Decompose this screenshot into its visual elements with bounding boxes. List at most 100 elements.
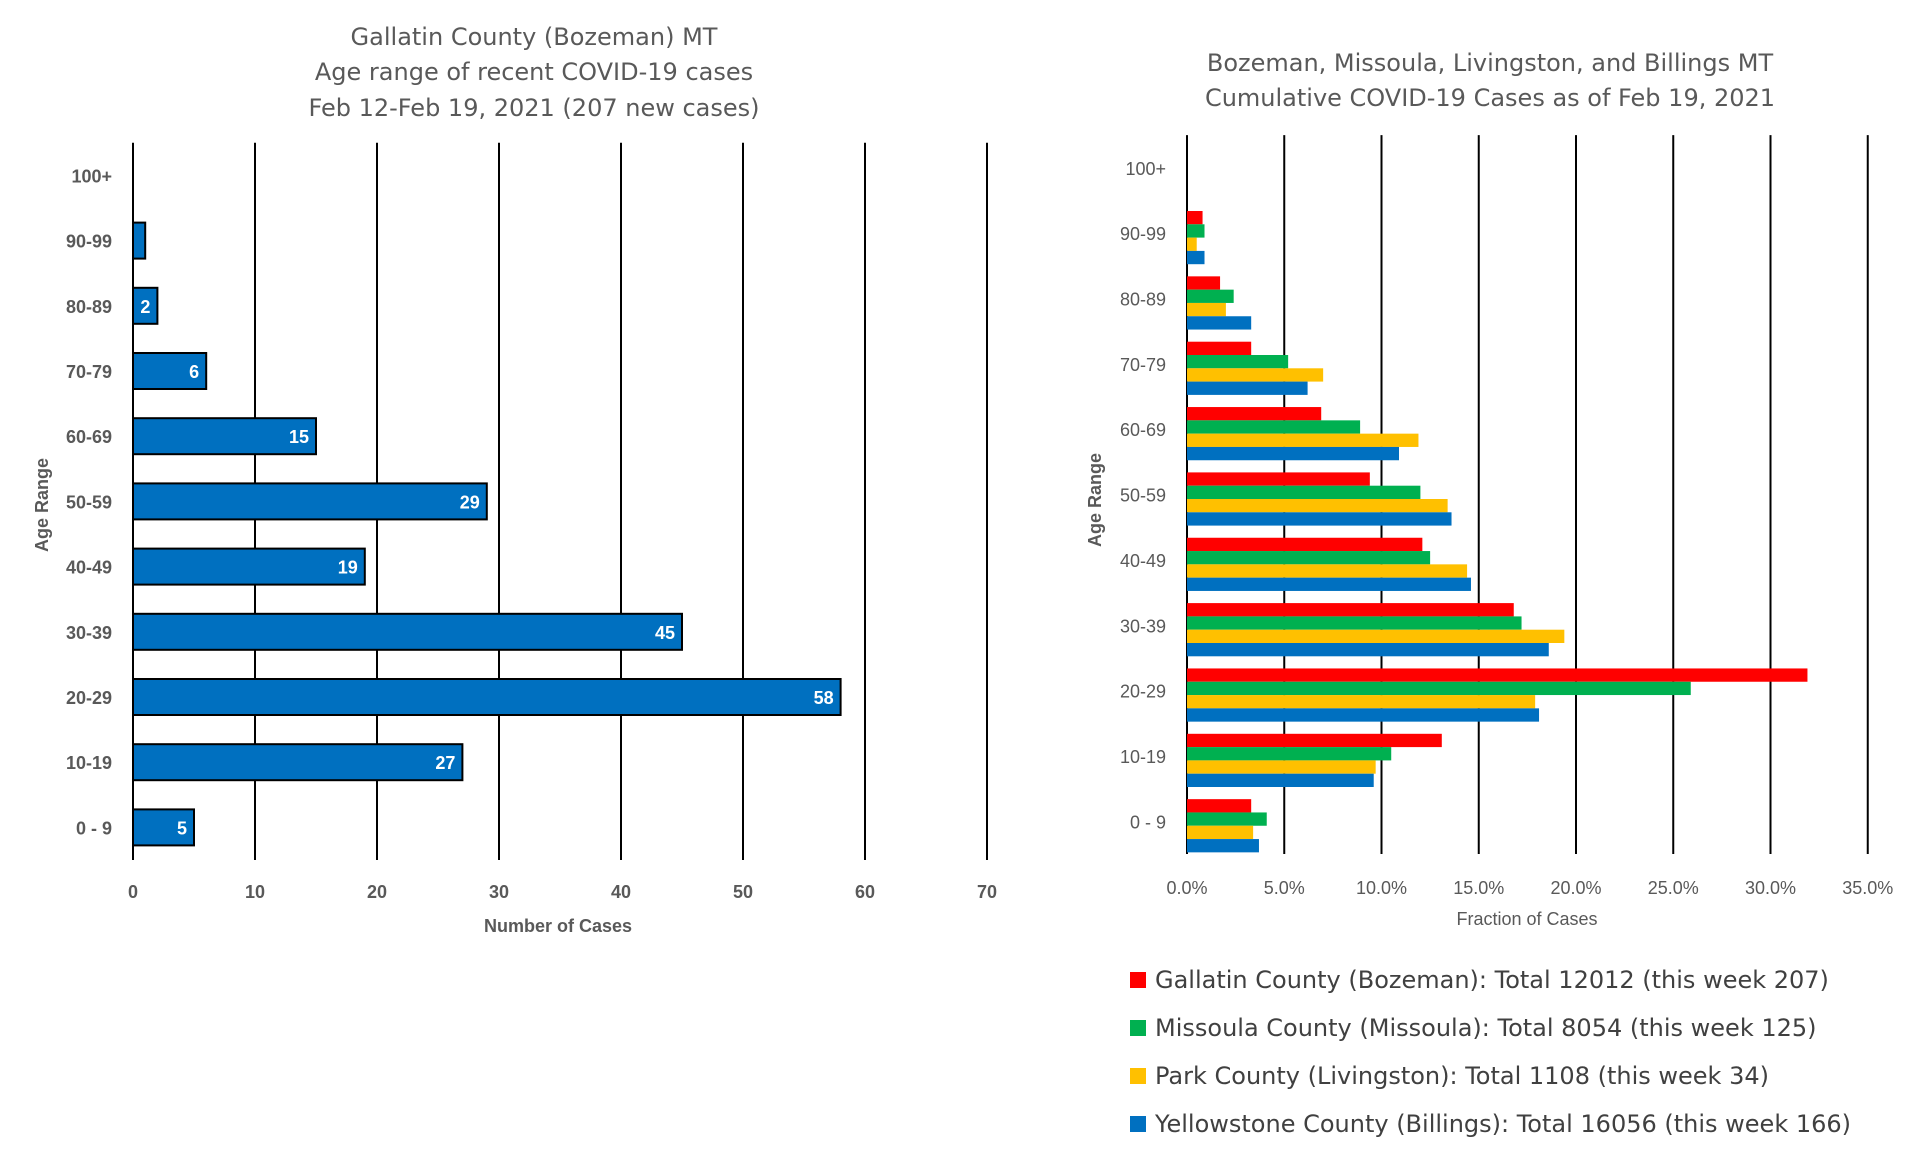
- chart-title-line-2: Cumulative COVID-19 Cases as of Feb 19, …: [1205, 84, 1775, 112]
- y-tick-label: 30-39: [1120, 616, 1166, 636]
- bar-series-4-90-99: [1187, 250, 1205, 265]
- y-tick-label: 70-79: [1120, 355, 1166, 375]
- y-tick-label: 70-79: [66, 362, 112, 382]
- bar-series-2-70-79: [1187, 355, 1289, 369]
- y-tick-label: 10-19: [1120, 747, 1166, 767]
- bar-series-3-70-79: [1187, 368, 1324, 382]
- y-tick-label: 30-39: [66, 623, 112, 643]
- y-tick-label: 10-19: [66, 753, 112, 773]
- y-tick-label: 40-49: [66, 558, 112, 578]
- bar-series-3-80-89: [1187, 302, 1226, 317]
- y-tick-label: 50-59: [1120, 486, 1166, 506]
- x-tick-label: 40: [611, 882, 631, 902]
- y-axis-title: Age Range: [32, 458, 52, 552]
- x-tick-label: 20: [367, 882, 387, 902]
- y-tick-label: 80-89: [1120, 290, 1166, 310]
- y-tick-label: 100+: [71, 166, 112, 186]
- x-axis-title: Fraction of Cases: [1456, 909, 1597, 929]
- data-label: 29: [460, 492, 480, 512]
- legend: Gallatin County (Bozeman): Total 12012 (…: [1130, 956, 1851, 1148]
- legend-label: Gallatin County (Bozeman): Total 12012 (…: [1155, 966, 1829, 994]
- bar-50-59: [132, 482, 488, 521]
- x-tick-label: 10: [245, 882, 265, 902]
- bar-series-1-80-89: [1187, 276, 1221, 290]
- data-label: 58: [814, 688, 834, 708]
- x-tick-label: 30: [489, 882, 509, 902]
- bar-series-1-20-29: [1187, 668, 1808, 682]
- legend-item-park: Park County (Livingston): Total 1108 (th…: [1130, 1052, 1851, 1100]
- bar-0-9: [132, 808, 195, 847]
- bar-series-4-30-39: [1187, 643, 1549, 657]
- legend-swatch: [1130, 1116, 1146, 1132]
- bar-10-19: [132, 743, 464, 782]
- y-tick-label: 90-99: [1120, 224, 1166, 244]
- x-tick-label: 60: [855, 882, 875, 902]
- bar-series-4-20-29: [1187, 708, 1540, 722]
- bar-series-2-80-89: [1187, 289, 1234, 303]
- bar-series-4-10-19: [1187, 773, 1374, 787]
- bar-series-4-80-89: [1187, 316, 1252, 330]
- y-tick-label: 60-69: [66, 427, 112, 447]
- y-tick-label: 0 - 9: [1130, 812, 1166, 832]
- x-tick-label: 35.0%: [1842, 878, 1893, 898]
- bar-series-2-50-59: [1187, 485, 1421, 499]
- bar-60-69: [132, 417, 317, 456]
- x-tick-label: 30.0%: [1745, 878, 1796, 898]
- data-label: 27: [435, 753, 455, 773]
- chart-title-line-1: Bozeman, Missoula, Livingston, and Billi…: [1207, 49, 1774, 77]
- bar-series-3-40-49: [1187, 564, 1468, 578]
- bar-series-2-10-19: [1187, 747, 1392, 761]
- bar-series-3-10-19: [1187, 760, 1376, 774]
- bar-series-3-60-69: [1187, 433, 1419, 447]
- bar-series-2-60-69: [1187, 420, 1361, 434]
- data-label: 15: [289, 427, 309, 447]
- bar-series-3-0-9: [1187, 825, 1254, 840]
- x-tick-label: 5.0%: [1264, 878, 1305, 898]
- x-tick-label: 10.0%: [1356, 878, 1407, 898]
- x-tick-label: 25.0%: [1648, 878, 1699, 898]
- bar-20-29: [132, 678, 842, 716]
- bar-series-2-90-99: [1187, 224, 1205, 238]
- y-tick-label: 100+: [1125, 159, 1166, 179]
- data-label: 2: [140, 297, 150, 317]
- bar-series-2-20-29: [1187, 681, 1691, 696]
- legend-swatch: [1130, 972, 1146, 988]
- legend-label: Yellowstone County (Billings): Total 160…: [1155, 1110, 1852, 1138]
- y-tick-label: 40-49: [1120, 551, 1166, 571]
- y-tick-label: 50-59: [66, 492, 112, 512]
- bar-series-4-60-69: [1187, 446, 1400, 461]
- bar-series-1-10-19: [1187, 733, 1442, 748]
- legend-swatch: [1130, 1068, 1146, 1084]
- bar-series-4-70-79: [1187, 381, 1308, 395]
- y-tick-label: 60-69: [1120, 420, 1166, 440]
- bar-series-1-70-79: [1187, 341, 1252, 355]
- bar-series-3-30-39: [1187, 629, 1565, 643]
- legend-item-missoula: Missoula County (Missoula): Total 8054 (…: [1130, 1004, 1851, 1052]
- bar-series-1-60-69: [1187, 407, 1322, 421]
- age-range-bar-chart: Gallatin County (Bozeman) MT Age range o…: [32, 23, 997, 936]
- x-tick-label: 50: [733, 882, 753, 902]
- bar-series-4-0-9: [1187, 839, 1259, 853]
- chart-title-line-3: Feb 12-Feb 19, 2021 (207 new cases): [308, 94, 759, 122]
- data-label: 19: [338, 558, 358, 578]
- bar-series-1-30-39: [1187, 603, 1514, 617]
- legend-label: Missoula County (Missoula): Total 8054 (…: [1155, 1014, 1817, 1042]
- bar-30-39: [132, 612, 683, 651]
- data-label: 6: [189, 362, 199, 382]
- legend-item-yellowstone: Yellowstone County (Billings): Total 160…: [1130, 1100, 1851, 1148]
- bar-90-99: [132, 221, 147, 260]
- bar-series-2-0-9: [1187, 812, 1267, 826]
- x-axis-title: Number of Cases: [484, 916, 632, 936]
- legend-item-gallatin: Gallatin County (Bozeman): Total 12012 (…: [1130, 956, 1851, 1004]
- x-tick-label: 20.0%: [1550, 878, 1601, 898]
- bar-series-1-90-99: [1187, 211, 1203, 225]
- y-tick-label: 20-29: [1120, 682, 1166, 702]
- chart-title-line-2: Age range of recent COVID-19 cases: [315, 58, 753, 86]
- bar-series-1-40-49: [1187, 537, 1423, 552]
- bar-series-3-50-59: [1187, 499, 1448, 513]
- y-tick-label: 90-99: [66, 232, 112, 252]
- bar-series-3-90-99: [1187, 237, 1197, 251]
- x-tick-label: 0: [128, 882, 138, 902]
- y-axis-title: Age Range: [1085, 453, 1105, 547]
- legend-swatch: [1130, 1020, 1146, 1036]
